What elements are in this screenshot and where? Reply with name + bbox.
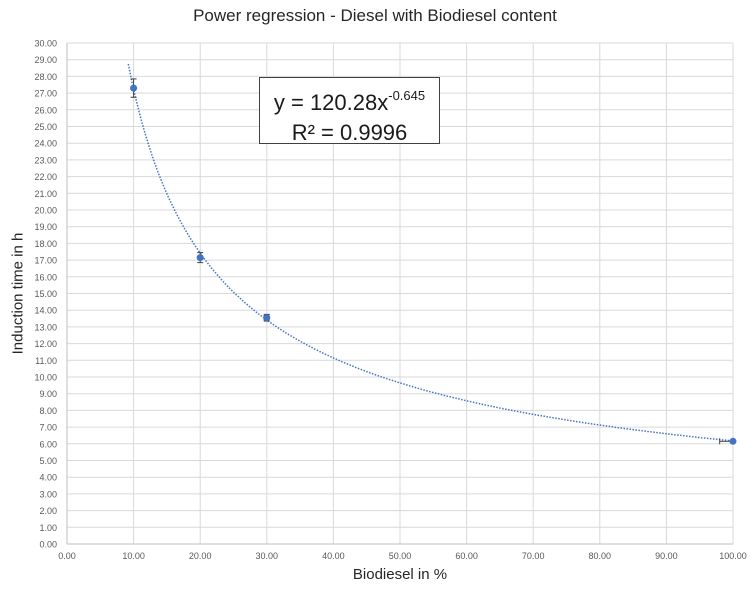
y-tick-label: 30.00 [34,39,57,49]
y-tick-label: 17.00 [34,256,57,266]
data-point [130,84,138,92]
data-point [263,314,271,322]
trendline-equation-box: y = 120.28x-0.645 R² = 0.9996 [259,77,440,145]
y-tick-label: 19.00 [34,222,57,232]
y-tick-label: 8.00 [39,406,57,416]
data-point [196,254,204,262]
x-tick-label: 20.00 [189,551,212,561]
y-tick-label: 4.00 [39,473,57,483]
chart-title: Power regression - Diesel with Biodiesel… [193,6,557,25]
y-tick-label: 28.00 [34,72,57,82]
x-tick-label: 10.00 [122,551,145,561]
y-tick-label: 16.00 [34,272,57,282]
x-tick-label: 30.00 [256,551,279,561]
trendline-equation: y = 120.28x-0.645 [273,88,426,115]
y-tick-label: 6.00 [39,439,57,449]
y-tick-label: 13.00 [34,322,57,332]
y-axis-label: Induction time in h [9,232,27,355]
x-tick-label: 60.00 [455,551,478,561]
y-tick-label: 21.00 [34,189,57,199]
y-tick-label: 2.00 [39,506,57,516]
y-tick-label: 11.00 [35,356,57,366]
y-tick-label: 1.00 [39,523,57,533]
r-squared-value: R² = 0.9996 [291,120,408,145]
y-tick-label: 18.00 [34,239,57,249]
y-tick-label: 10.00 [34,373,57,383]
y-tick-label: 25.00 [34,122,57,132]
y-tick-label: 15.00 [34,289,57,299]
x-axis-label: Biodiesel in % [352,566,448,583]
y-tick-label: 0.00 [39,540,57,550]
y-tick-label: 27.00 [34,89,57,99]
power-trendline [127,63,732,442]
x-tick-label: 80.00 [589,551,612,561]
y-tick-label: 26.00 [34,105,57,115]
y-tick-label: 7.00 [39,423,57,433]
y-tick-label: 5.00 [39,456,57,466]
x-tick-label: 90.00 [655,551,678,561]
y-tick-label: 23.00 [34,155,57,165]
x-tick-label: 70.00 [522,551,545,561]
x-tick-label: 50.00 [389,551,412,561]
x-tick-label: 100.00 [719,551,747,561]
y-tick-label: 12.00 [34,339,57,349]
y-tick-label: 20.00 [34,206,57,216]
y-tick-label: 29.00 [34,55,57,65]
data-point [729,437,737,445]
x-tick-label: 40.00 [322,551,345,561]
y-tick-label: 14.00 [34,306,57,316]
y-tick-label: 9.00 [39,389,57,399]
y-tick-label: 24.00 [34,139,57,149]
x-tick-label: 0.00 [58,551,76,561]
y-tick-label: 3.00 [39,489,57,499]
y-tick-label: 22.00 [34,172,57,182]
